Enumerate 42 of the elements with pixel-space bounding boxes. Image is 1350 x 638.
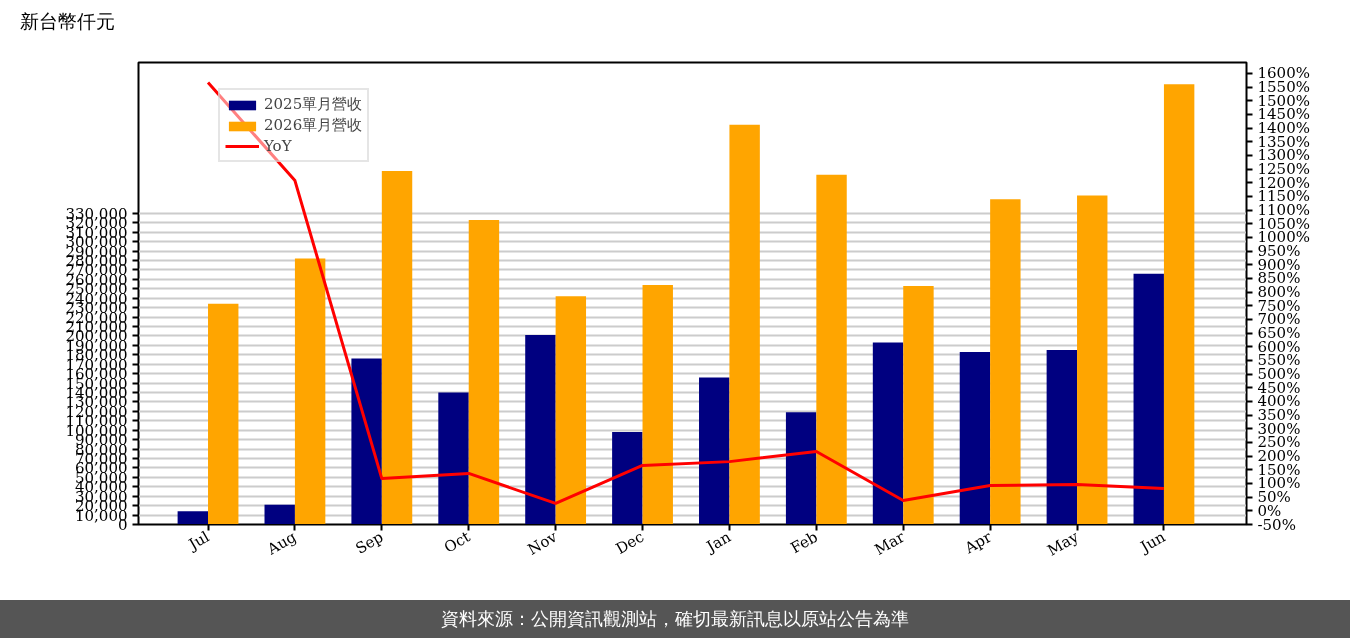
bar (729, 124, 760, 525)
bar (525, 334, 556, 525)
y-axis-title: 新台幣仟元 (20, 9, 115, 34)
bar (785, 412, 817, 525)
bar (555, 296, 587, 525)
bar (177, 511, 209, 525)
bar (903, 285, 934, 525)
x-tick-label: Sep (352, 527, 387, 558)
bar (1163, 84, 1195, 525)
bar (990, 199, 1021, 525)
bar (1046, 350, 1078, 525)
x-tick-label: Nov (524, 527, 561, 559)
bar (699, 377, 730, 525)
bar (1133, 273, 1164, 525)
x-tick-label: Feb (787, 527, 821, 558)
legend-label: 2025單月營收 (264, 95, 363, 114)
x-tick-label: Jan (701, 527, 735, 557)
bar (351, 358, 382, 525)
bar (438, 392, 469, 525)
x-tick-label: Dec (612, 527, 648, 558)
legend-label: 2026單月營收 (264, 116, 363, 135)
x-tick-label: Apr (960, 527, 996, 558)
bar (959, 351, 991, 525)
line-series (206, 80, 1166, 505)
bar (264, 504, 295, 525)
x-tick-label: Mar (871, 527, 909, 560)
bar (1077, 195, 1108, 525)
bar (381, 170, 413, 525)
bar (294, 258, 326, 525)
x-tick-label: Aug (263, 527, 300, 559)
x-tick-label: Oct (441, 527, 474, 557)
x-tick-label: Jun (1135, 527, 1169, 557)
bar (208, 303, 239, 525)
bar (468, 219, 500, 525)
source-note: 資料來源：公開資訊觀測站，確切最新訊息以原站公告為準 (441, 607, 909, 631)
bar (642, 285, 673, 525)
bar (872, 342, 904, 525)
bar (612, 432, 643, 525)
legend-label: YoY (264, 137, 292, 155)
x-tick-label: Jul (184, 527, 213, 555)
bar (816, 174, 847, 525)
x-tick-label: May (1044, 527, 1082, 560)
